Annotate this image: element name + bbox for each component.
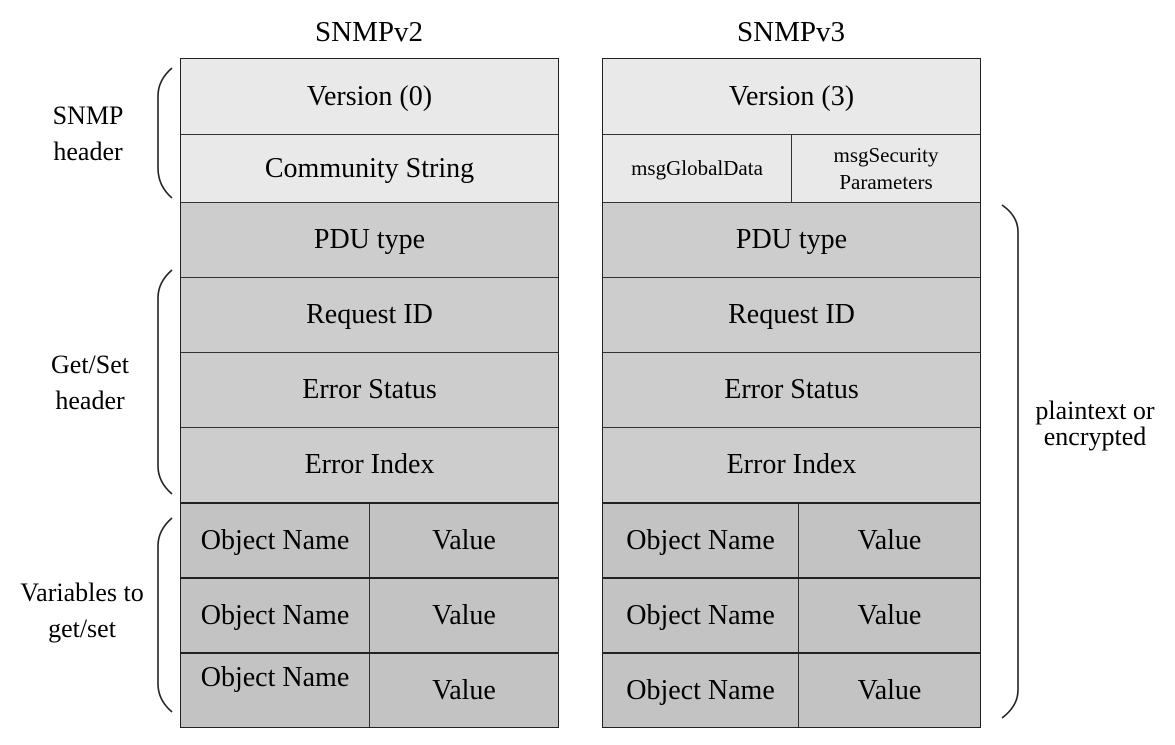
- msg-security-parameters-field: msgSecurity Parameters: [833, 142, 939, 194]
- object-name-cell: Object Name: [603, 579, 799, 652]
- snmpv2-variable-row: Object Name Value: [181, 577, 558, 652]
- value-cell: Value: [432, 599, 496, 631]
- snmpv3-request-id-field: Request ID: [603, 277, 980, 352]
- snmpv2-community-field: Community String: [181, 134, 558, 202]
- value-cell: Value: [432, 674, 496, 706]
- snmpv2-title: SNMPv2: [315, 16, 423, 48]
- snmpv3-packet: Version (3) msgGlobalData msgSecurity Pa…: [602, 58, 981, 728]
- object-name-cell: Object Name: [181, 579, 370, 652]
- msg-global-data-field: msgGlobalData: [603, 135, 792, 202]
- snmpv3-version-field: Version (3): [603, 59, 980, 134]
- snmpv3-error-index-field: Error Index: [603, 427, 980, 502]
- plaintext-or-encrypted-label: plaintext or encrypted: [1035, 396, 1155, 451]
- snmpv2-error-status-field: Error Status: [181, 352, 558, 427]
- snmpv3-error-status-field: Error Status: [603, 352, 980, 427]
- snmpv2-variable-row: Object Name Value: [181, 502, 558, 577]
- getset-header-label: Get/Set header: [51, 350, 129, 415]
- value-cell: Value: [857, 524, 922, 556]
- snmpv2-packet: Version (0) Community String PDU type Re…: [180, 58, 559, 728]
- snmpv2-error-index-field: Error Index: [181, 427, 558, 502]
- value-cell: Value: [432, 524, 496, 556]
- snmpv3-variable-row: Object Name Value: [603, 577, 980, 652]
- snmpv2-variable-row: Object Name Value: [181, 652, 558, 727]
- value-cell: Value: [857, 599, 922, 631]
- plaintext-brace: [1001, 204, 1019, 719]
- snmpv3-pdu-type-field: PDU type: [603, 202, 980, 277]
- value-cell: Value: [857, 674, 922, 706]
- snmpv2-pdu-type-field: PDU type: [181, 202, 558, 277]
- object-name-cell: Object Name: [603, 504, 799, 577]
- snmp-header-label: SNMP header: [52, 101, 124, 166]
- object-name-cell: Object Name: [181, 654, 370, 727]
- snmpv3-security-row: msgGlobalData msgSecurity Parameters: [603, 134, 980, 202]
- snmpv3-variable-row: Object Name Value: [603, 502, 980, 577]
- snmpv2-request-id-field: Request ID: [181, 277, 558, 352]
- object-name-cell: Object Name: [181, 504, 370, 577]
- snmpv3-title: SNMPv3: [737, 16, 845, 48]
- snmpv3-variable-row: Object Name Value: [603, 652, 980, 727]
- variables-brace: [157, 517, 173, 713]
- variables-label: Variables to get/set: [20, 578, 144, 643]
- snmpv2-version-field: Version (0): [181, 59, 558, 134]
- object-name-cell: Object Name: [603, 654, 799, 727]
- snmp-header-brace: [157, 67, 173, 199]
- getset-header-brace: [157, 269, 173, 495]
